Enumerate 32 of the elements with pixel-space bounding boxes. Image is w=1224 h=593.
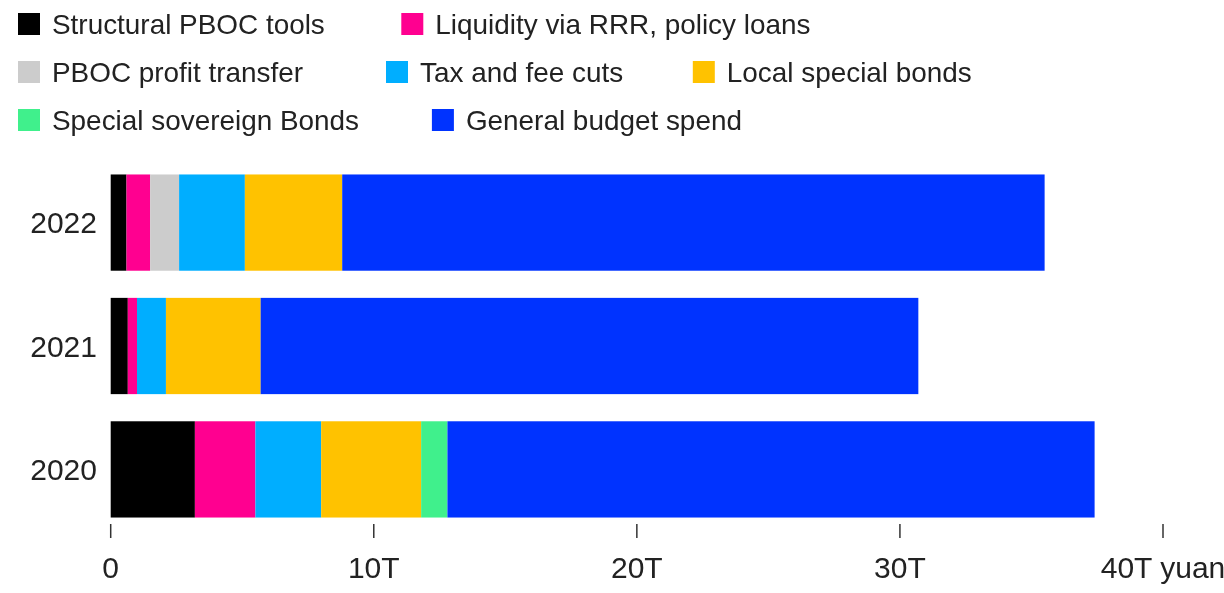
bar: [255, 421, 322, 518]
bar: [110, 297, 128, 395]
x-tick-label: 20T: [611, 551, 663, 584]
bar: [447, 421, 1095, 518]
bar: [260, 297, 919, 395]
y-tick-label: 2022: [30, 206, 97, 240]
legend-label: PBOC profit transfer: [52, 56, 304, 88]
bar: [110, 174, 127, 271]
bar: [126, 174, 151, 271]
legend-label: Liquidity via RRR, policy loans: [435, 8, 811, 40]
bar: [342, 174, 1045, 271]
bar: [150, 174, 180, 271]
legend-label: Tax and fee cuts: [420, 56, 624, 88]
x-tick-label: 0: [102, 551, 120, 584]
bar: [244, 174, 343, 271]
legend-label: General budget spend: [465, 104, 742, 136]
bar: [179, 174, 245, 271]
bar: [421, 421, 448, 518]
x-tick-label: 10T: [347, 551, 400, 584]
bar: [194, 421, 256, 518]
bar: [110, 421, 195, 518]
bar: [127, 297, 138, 395]
legend-label: Special sovereign Bonds: [52, 104, 359, 136]
y-tick-label: 2021: [30, 329, 97, 363]
bar: [165, 297, 261, 395]
bar: [137, 297, 166, 395]
legend-label: Structural PBOC tools: [52, 8, 325, 40]
y-tick-label: 2020: [30, 452, 97, 486]
x-tick-label: 40T yuan: [1100, 551, 1224, 584]
x-tick-label: 30T: [874, 551, 926, 584]
bar: [321, 421, 422, 518]
legend-label: Local special bonds: [726, 56, 972, 88]
